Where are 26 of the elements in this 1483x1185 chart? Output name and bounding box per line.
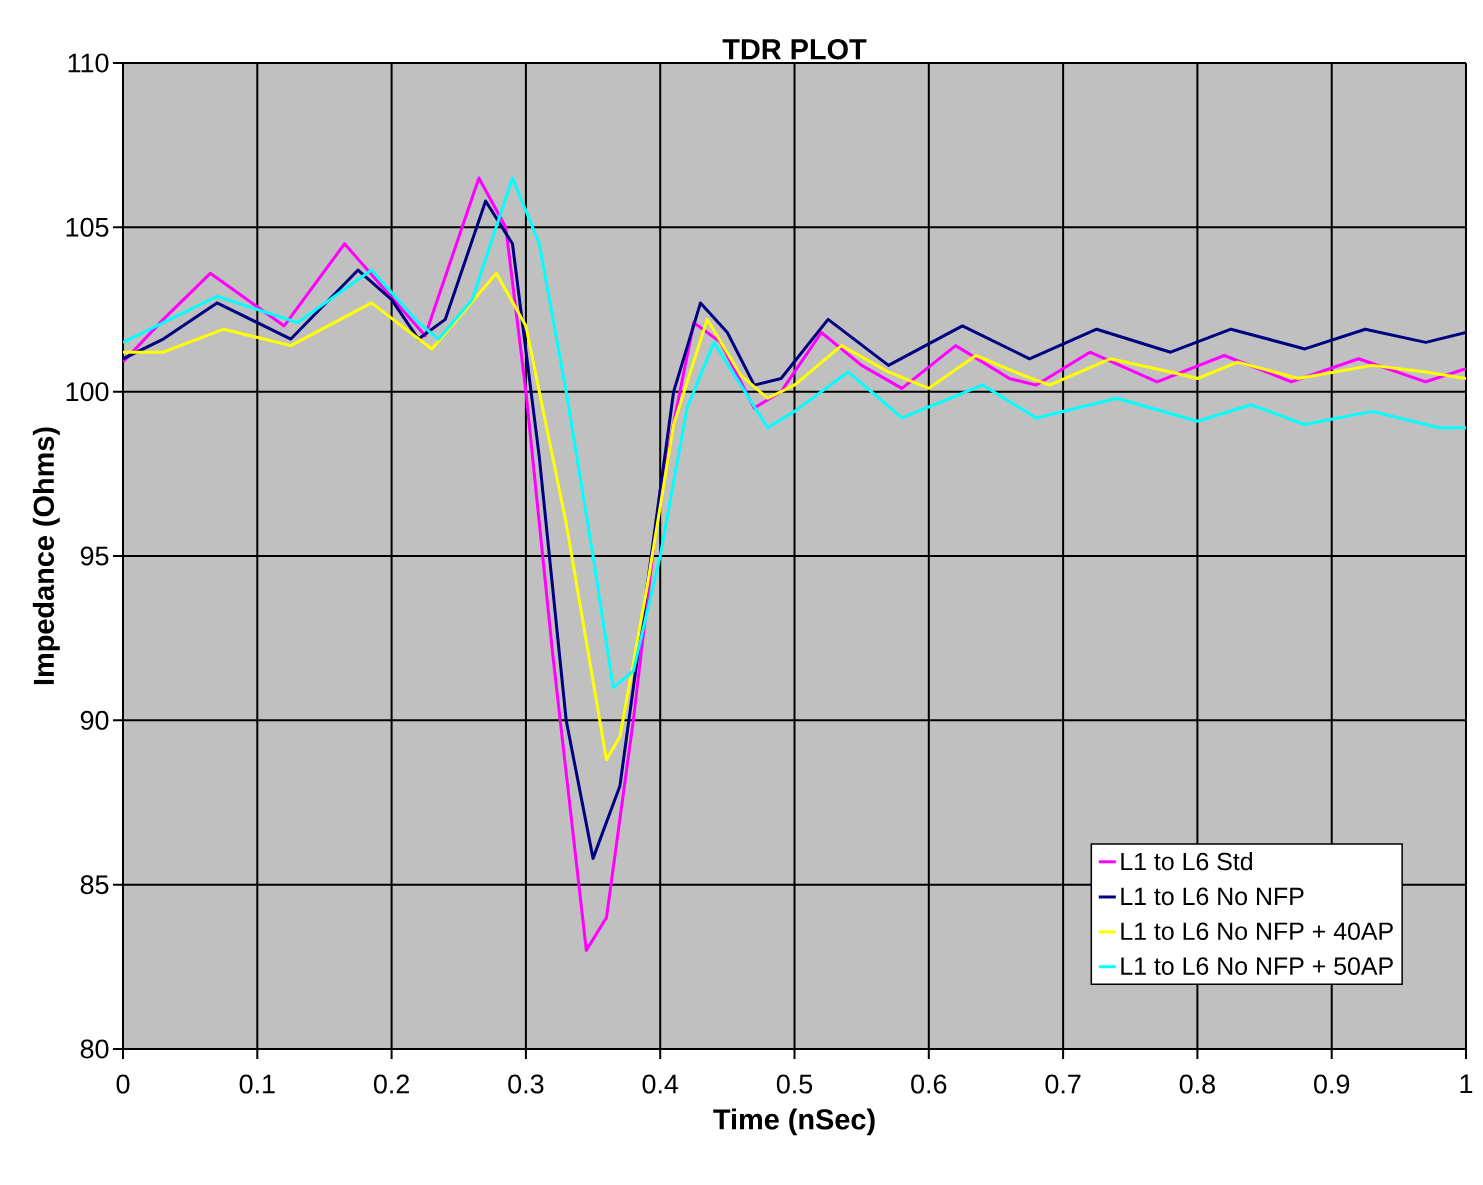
x-tick-label: 0 xyxy=(116,1074,130,1094)
legend-label: L1 to L6 No NFP xyxy=(1121,887,1304,906)
x-tick-label: 0.3 xyxy=(508,1074,544,1094)
x-tick-label: 0.2 xyxy=(373,1074,409,1094)
y-tick-label: 105 xyxy=(66,217,109,237)
y-tick-label: 90 xyxy=(80,710,109,730)
x-tick-label: 0.7 xyxy=(1045,1074,1081,1094)
y-tick-label: 95 xyxy=(80,546,109,566)
legend-label: L1 to L6 No NFP + 40AP xyxy=(1121,922,1393,941)
x-tick-label: 0.1 xyxy=(239,1074,275,1094)
y-tick-label: 110 xyxy=(68,53,109,73)
y-tick-label: 80 xyxy=(80,1039,109,1059)
x-axis-title: Time (nSec) xyxy=(713,1108,875,1136)
y-tick-label: 85 xyxy=(80,875,109,895)
x-tick-label: 0.5 xyxy=(776,1074,813,1094)
x-tick-label: 0.8 xyxy=(1179,1074,1215,1094)
chart-title: TDR PLOT xyxy=(722,39,867,60)
y-tick-label: 100 xyxy=(66,382,109,402)
line-series xyxy=(123,271,1466,762)
y-axis-title: Impedance (Ohms) xyxy=(32,427,60,685)
x-tick-label: 0.9 xyxy=(1314,1074,1350,1094)
x-tick-label: 0.4 xyxy=(642,1074,679,1094)
x-tick-label: 1 xyxy=(1460,1074,1473,1094)
legend-label: L1 to L6 Std xyxy=(1121,852,1253,871)
x-tick-label: 0.6 xyxy=(911,1074,947,1094)
legend-label: L1 to L6 No NFP + 50AP xyxy=(1121,957,1393,975)
